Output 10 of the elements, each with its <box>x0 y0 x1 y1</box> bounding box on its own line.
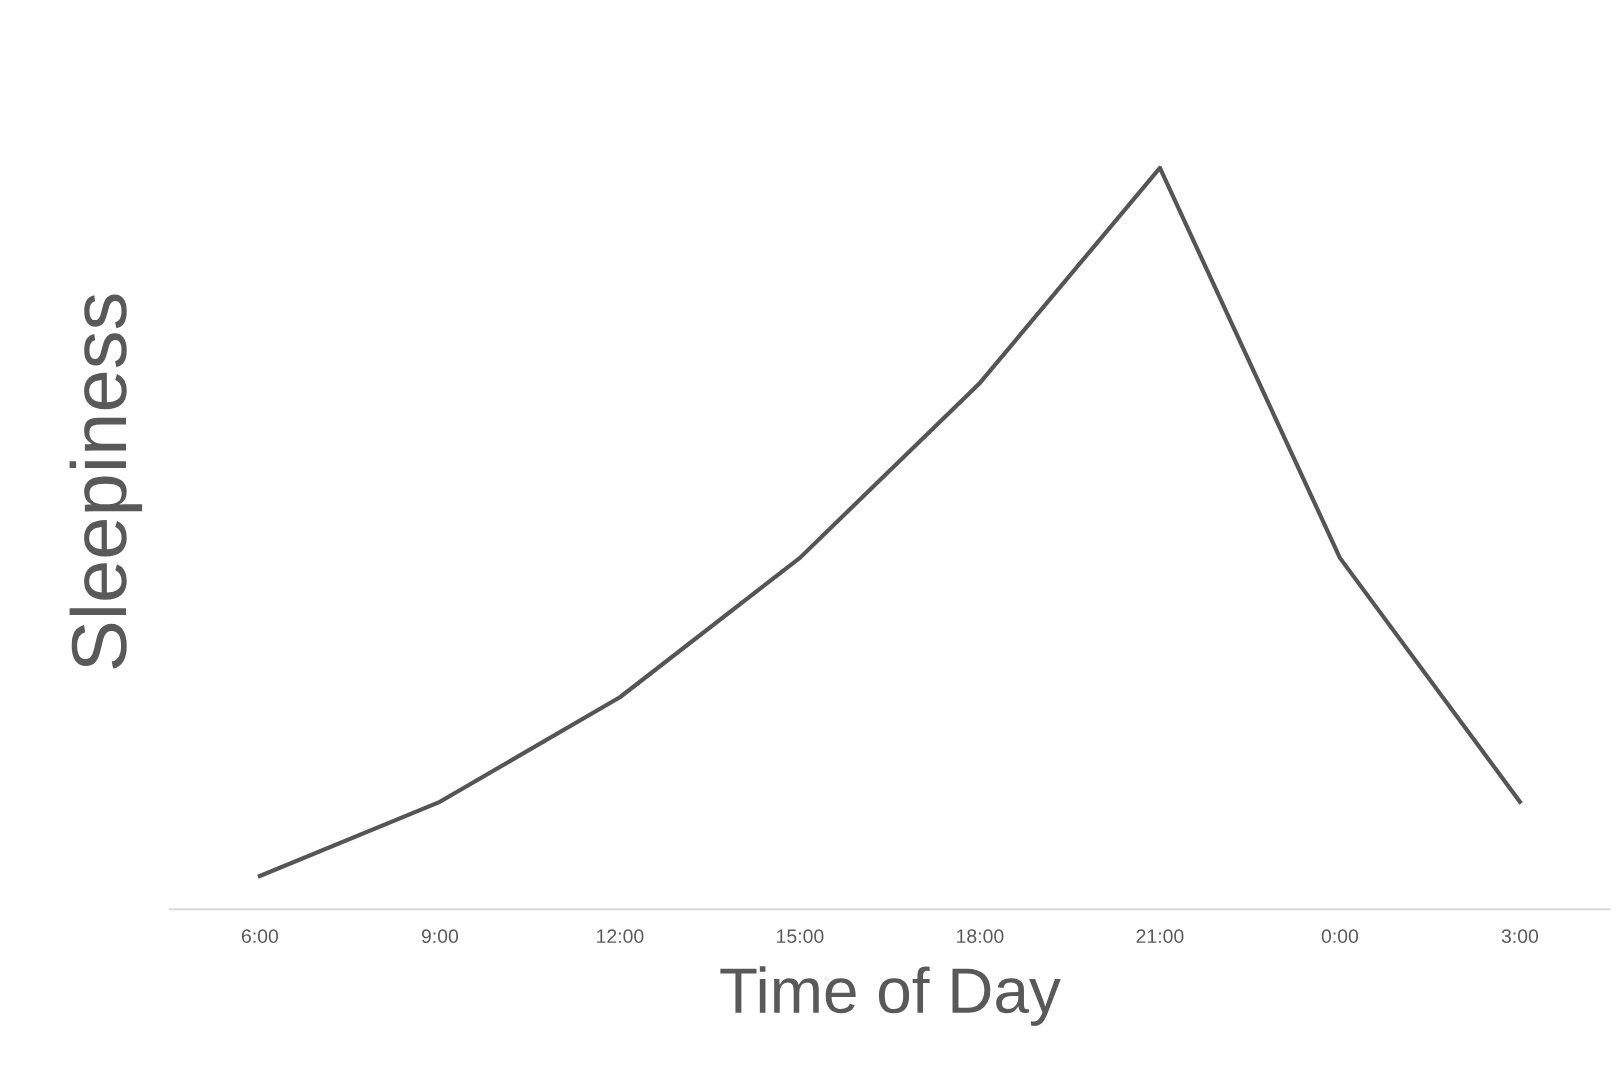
x-tick-label: 15:00 <box>777 929 824 944</box>
x-axis-title: Time of Day <box>720 966 1061 1026</box>
x-tick-label: 3:00 <box>1501 929 1539 944</box>
x-tick-label: 12:00 <box>597 929 644 944</box>
x-tick-label: 21:00 <box>1136 929 1184 944</box>
y-axis-title: Sleepiness <box>69 294 143 669</box>
x-tick-label: 0:00 <box>1321 929 1359 944</box>
x-tick-label: 6:00 <box>241 929 279 944</box>
x-tick-label: 9:00 <box>421 929 459 944</box>
x-tick-label: 18:00 <box>957 929 1004 944</box>
